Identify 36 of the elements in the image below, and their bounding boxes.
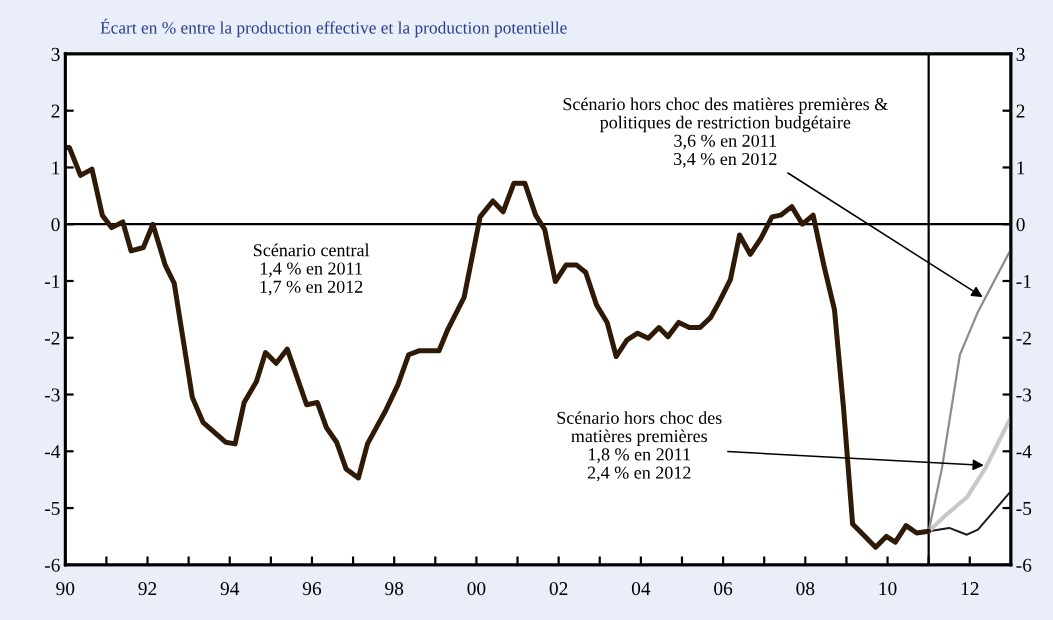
x-tick-label: 06 bbox=[714, 582, 733, 596]
y-tick-label: 3 bbox=[51, 47, 60, 61]
y2-tick-label: 1 bbox=[1017, 161, 1025, 175]
y2-tick-label: -5 bbox=[1016, 502, 1032, 515]
y2-tick-label: 3 bbox=[1016, 47, 1025, 61]
x-tick-label: 04 bbox=[631, 582, 651, 596]
y2-tick-label: -4 bbox=[1016, 445, 1032, 459]
y-tick-label: -4 bbox=[44, 445, 61, 459]
y-tick-label: 2 bbox=[51, 104, 60, 118]
x-tick-label: 92 bbox=[138, 582, 157, 596]
y-tick-label: -1 bbox=[44, 274, 60, 288]
x-tick-label: 00 bbox=[467, 582, 486, 596]
x-tick-label: 12 bbox=[961, 582, 979, 595]
x-tick-label: 08 bbox=[796, 582, 815, 596]
annotation: Scénario central 1,4 % en 2011 1,7 % en 2012 bbox=[253, 243, 370, 296]
y-tick-label: -5 bbox=[44, 502, 60, 515]
y-tick-label: -6 bbox=[44, 558, 60, 572]
x-tick-label: 10 bbox=[879, 582, 897, 596]
y2-tick-label: -6 bbox=[1016, 558, 1032, 572]
x-tick-label: 98 bbox=[385, 582, 404, 596]
y-tick-label: -3 bbox=[44, 388, 60, 402]
x-tick-label: 90 bbox=[56, 582, 75, 596]
y-tick-label: -2 bbox=[44, 331, 60, 345]
x-tick-label: 96 bbox=[302, 582, 322, 596]
y2-tick-label: 0 bbox=[1016, 218, 1025, 232]
y-tick-label: 1 bbox=[52, 161, 60, 175]
y2-tick-label: 2 bbox=[1016, 104, 1025, 118]
x-tick-label: 94 bbox=[220, 582, 240, 596]
y2-tick-label: -2 bbox=[1016, 331, 1031, 345]
x-tick-label: 02 bbox=[549, 582, 568, 596]
y2-tick-label: -1 bbox=[1016, 274, 1031, 288]
annotation: Scénario hors choc des matières premières & politiques de restriction budgétaire 3,6 % en 2011 3,4 % en 2012 bbox=[563, 97, 888, 168]
y-tick-label: 0 bbox=[51, 218, 60, 232]
y2-tick-label: -3 bbox=[1016, 388, 1032, 402]
chart-title: Écart en % entre la production effective et la production potentielle bbox=[100, 18, 567, 38]
annotation: Scénario hors choc des matières premières 1,8 % en 2011 2,4 % en 2012 bbox=[557, 411, 722, 482]
